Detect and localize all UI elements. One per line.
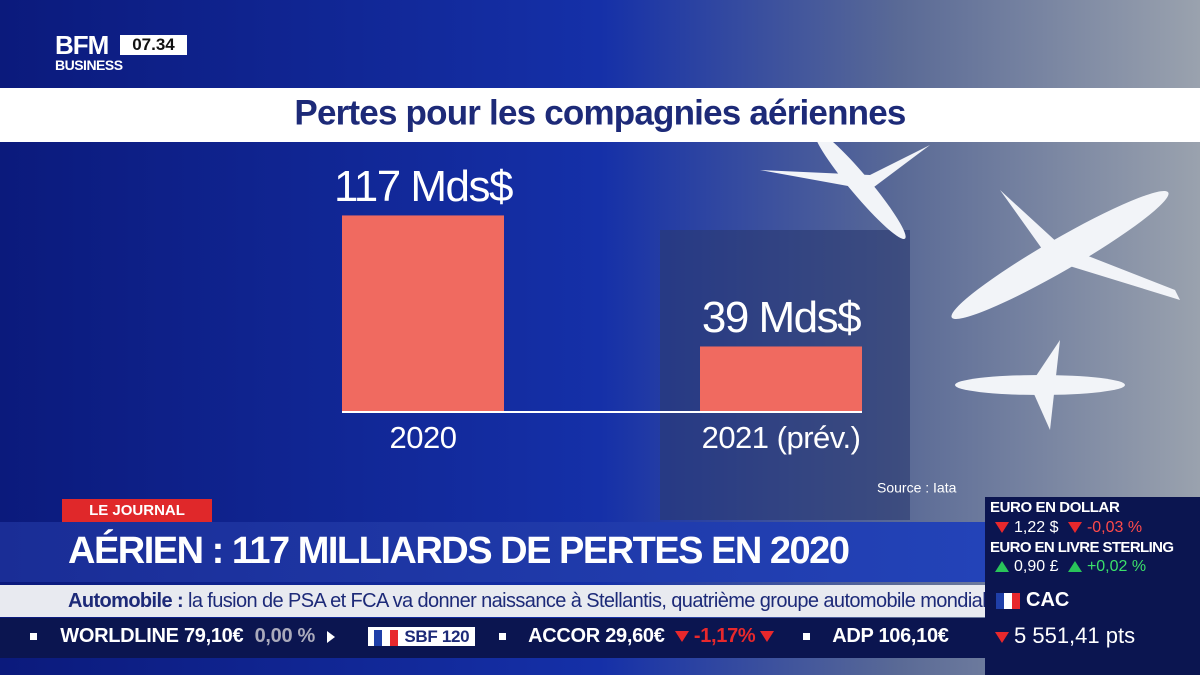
source: Source : Iata xyxy=(877,480,957,496)
x-tick-label: 2021 (prév.) xyxy=(702,420,861,455)
index-name: SBF 120 xyxy=(404,627,470,646)
x-tick-label: 2020 xyxy=(390,420,457,455)
clock: 07.34 xyxy=(120,35,187,55)
market-row: 5 551,41 pts xyxy=(990,623,1135,649)
bar xyxy=(342,215,504,412)
news-ticker: Automobile : la fusion de PSA et FCA va … xyxy=(68,590,992,613)
market-change: -0,03 % xyxy=(1086,519,1143,536)
tag: LE JOURNAL xyxy=(62,499,212,522)
stock-ticker: WORLDLINE 79,10€ 0,00 % SBF 120 ACCOR 29… xyxy=(12,622,949,651)
stock-price: 106,10€ xyxy=(878,625,949,647)
market-row: CAC xyxy=(996,589,1069,612)
market-row: 0,90 £ +0,02 % xyxy=(990,558,1146,576)
market-label: EURO EN DOLLAR xyxy=(990,499,1120,516)
news-topic: Automobile : xyxy=(68,590,184,612)
market-label: EURO EN LIVRE STERLING xyxy=(990,539,1174,556)
logo-sub: BUSINESS xyxy=(55,57,123,73)
bar xyxy=(700,346,862,412)
market-row: 1,22 $ -0,03 % xyxy=(990,519,1142,537)
airplanes xyxy=(760,130,1180,430)
market-change: +0,02 % xyxy=(1086,558,1147,575)
markets-panel xyxy=(985,497,1200,675)
news-text: la fusion de PSA et FCA va donner naissa… xyxy=(187,590,992,612)
index-badge: SBF 120 xyxy=(368,627,476,646)
stock-band xyxy=(0,618,985,658)
news-band xyxy=(0,585,985,617)
stock-name: WORLDLINE xyxy=(60,625,179,647)
headline: AÉRIEN : 117 MILLIARDS DE PERTES EN 2020 xyxy=(68,530,850,572)
stock-price: 29,60€ xyxy=(605,625,665,647)
logo: BFM xyxy=(55,30,109,60)
title-band xyxy=(0,88,1200,142)
market-label: CAC xyxy=(1026,589,1070,611)
stock-change: -1,17% xyxy=(693,625,756,647)
chart-title: Pertes pour les compagnies aériennes xyxy=(294,93,906,132)
value-label: 39 Mds$ xyxy=(702,293,861,342)
market-value: 0,90 £ xyxy=(1014,558,1059,575)
value-label: 117 Mds$ xyxy=(334,162,513,211)
market-value: 1,22 $ xyxy=(1014,519,1059,536)
stock-name: ACCOR xyxy=(528,625,600,647)
stock-name: ADP xyxy=(832,625,874,647)
headline-band xyxy=(0,522,985,582)
market-value: 5 551,41 pts xyxy=(1014,623,1136,648)
stock-change: 0,00 % xyxy=(254,625,316,647)
stock-price: 79,10€ xyxy=(183,625,244,647)
